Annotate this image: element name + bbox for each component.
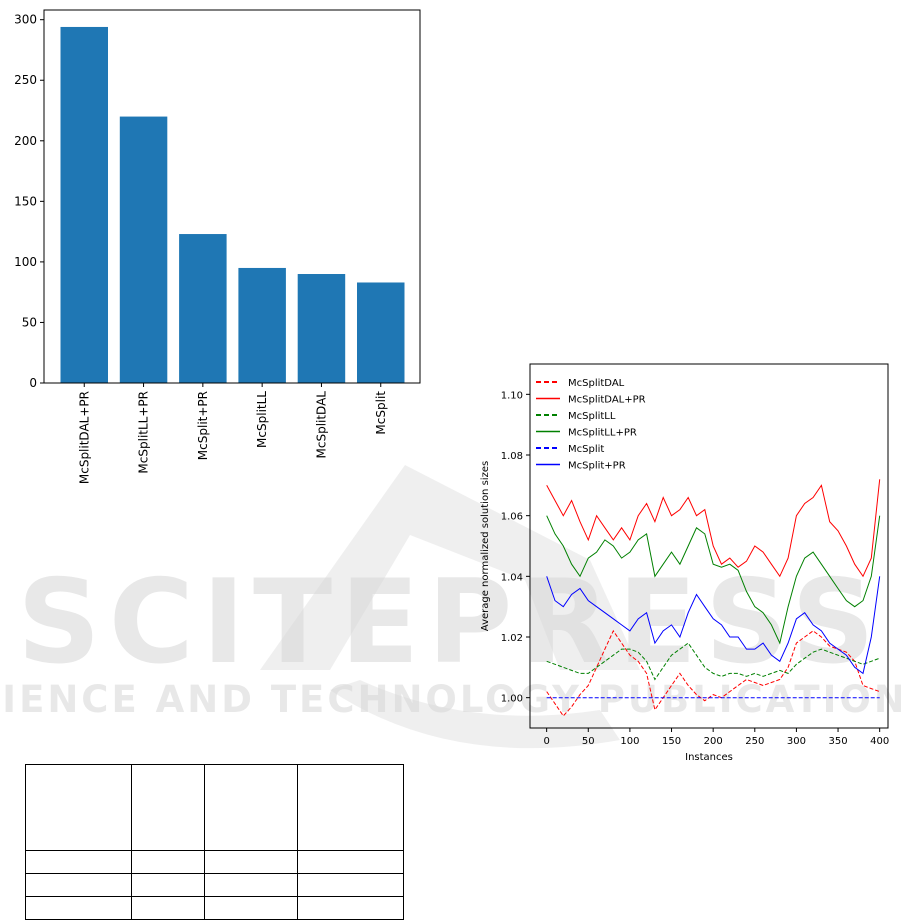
bar-y-tick-label: 250	[14, 73, 37, 87]
line-y-axis: 1.00 1.02 1.04 1.06 1.08 1.10	[501, 390, 530, 705]
line-legend: McSplitDAL McSplitDAL+PR McSplitLL McSplitL…	[536, 378, 646, 472]
table-cell	[204, 873, 298, 897]
bar-x-tick-label: McSplitDAL+PR	[77, 391, 91, 484]
line-x-tick-label: 250	[745, 736, 764, 747]
table-cell	[204, 764, 298, 851]
table-cell	[25, 764, 132, 851]
table-cell	[204, 850, 298, 874]
table-row	[25, 764, 404, 851]
bar-x-tick-label: McSplitDAL	[314, 391, 328, 459]
line-plot-frame	[529, 363, 889, 729]
watermark-logo: SCITEPRESS SCIENCE AND TECHNOLOGY PUBLIC…	[0, 465, 901, 749]
watermark-primary-text: SCITEPRESS	[17, 555, 883, 690]
table-row	[25, 873, 404, 897]
table-cell	[131, 896, 205, 920]
series-line-mcsplitdal	[546, 629, 880, 717]
legend-entry-label: McSplitLL	[568, 411, 616, 422]
blank-table	[25, 764, 404, 920]
line-x-tick-label: 350	[828, 736, 847, 747]
line-x-tick-label: 0	[543, 736, 549, 747]
line-y-tick-label: 1.04	[501, 572, 523, 583]
bar-marks	[60, 26, 405, 384]
line-y-tick-label: 1.06	[501, 512, 523, 523]
series-line-mcsplit-pr	[546, 576, 881, 675]
line-x-tick-label: 100	[620, 736, 639, 747]
bar-x-tick-label: McSplitLL+PR	[137, 391, 151, 474]
table-cell	[25, 896, 132, 920]
bar-mcsplitdal	[297, 274, 346, 383]
line-x-tick-label: 50	[582, 736, 595, 747]
line-y-tick-label: 1.02	[501, 633, 523, 644]
bar-y-tick-label: 300	[14, 13, 37, 27]
bar-y-tick-label: 150	[14, 194, 37, 208]
table-cell	[297, 873, 404, 897]
legend-entry-label: McSplitLL+PR	[568, 428, 637, 439]
table-cell	[131, 850, 205, 874]
watermark-swoosh-shape	[330, 680, 620, 749]
bar-y-tick-label: 100	[14, 255, 37, 269]
bar-mcsplitll	[238, 267, 286, 383]
table-row	[25, 896, 404, 920]
series-line-mcsplitll	[546, 642, 880, 681]
table-cell	[131, 873, 205, 897]
table-cell	[297, 896, 404, 920]
line-x-tick-label: 300	[787, 736, 806, 747]
bar-y-axis: 0 50 100 150 200 250 300	[14, 13, 44, 390]
line-x-tick-label: 400	[870, 736, 889, 747]
line-series-group	[546, 479, 881, 717]
bar-x-axis: McSplitDAL+PR McSplitLL+PR McSplit+PR McSpl…	[77, 383, 388, 484]
line-y-tick-label: 1.08	[501, 451, 523, 462]
series-line-mcsplitdal-pr	[546, 479, 881, 578]
table-cell	[297, 850, 404, 874]
watermark-arch-shape	[260, 465, 640, 670]
bar-x-tick-label: McSplit	[374, 391, 388, 435]
table-row	[25, 850, 404, 874]
line-x-axis: 0 50 100 150 200 250 300 350 400	[543, 728, 889, 747]
legend-entry-label: McSplitDAL+PR	[568, 395, 646, 406]
line-y-tick-label: 1.10	[501, 390, 523, 401]
legend-entry-label: McSplitDAL	[568, 378, 625, 389]
bar-y-tick-label: 200	[14, 134, 37, 148]
bar-plot-frame	[43, 9, 421, 384]
line-x-axis-label: Instances	[685, 752, 733, 763]
legend-entry-label: McSplit+PR	[568, 461, 626, 472]
bar-chart: 0 50 100 150 200 250 300 McSplitDAL+PR McSplitL…	[14, 9, 421, 484]
table-cell	[204, 896, 298, 920]
table-cell	[131, 764, 205, 851]
line-x-tick-label: 150	[662, 736, 681, 747]
bar-mcsplitdal-pr	[60, 26, 108, 383]
bar-y-tick-label: 0	[29, 376, 37, 390]
line-y-tick-label: 1.00	[501, 694, 523, 705]
legend-entry-label: McSplit	[568, 444, 604, 455]
table-cell	[25, 873, 132, 897]
line-chart: 1.00 1.02 1.04 1.06 1.08 1.10 0 50 100 150 200 250…	[480, 363, 889, 763]
bar-mcsplit-pr	[179, 234, 227, 383]
watermark-secondary-text: SCIENCE AND TECHNOLOGY PUBLICATIONS	[0, 678, 901, 721]
bar-x-tick-label: McSplit+PR	[196, 391, 210, 460]
line-y-axis-label: Average normalized solution sizes	[480, 461, 491, 631]
table-cell	[25, 850, 132, 874]
table-cell	[297, 764, 404, 851]
series-line-mcsplitll-pr	[546, 515, 881, 645]
bar-mcsplit	[357, 282, 405, 383]
bar-x-tick-label: McSplitLL	[255, 391, 269, 448]
bar-y-tick-label: 50	[22, 315, 37, 329]
bar-mcsplitll-pr	[119, 116, 168, 384]
line-x-tick-label: 200	[704, 736, 723, 747]
